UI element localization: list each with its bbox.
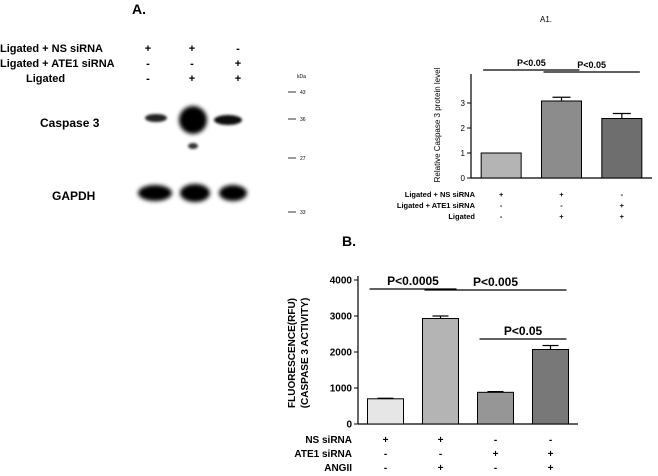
condition-mark: - — [549, 435, 552, 446]
bar — [480, 152, 522, 179]
caspase3-band-minor — [188, 143, 198, 149]
caspase3-band-label: Caspase 3 — [40, 116, 100, 130]
chart-a1: A1. Relative Caspase 3 protein level 0 1 2 3 P… — [397, 15, 652, 221]
blot-mark: - — [146, 73, 150, 85]
condition-mark: + — [493, 449, 499, 460]
condition-label: ATE1 siRNA — [294, 449, 352, 460]
condition-label: NS siRNA — [305, 435, 352, 446]
significance-label: P<0.005 — [473, 275, 518, 289]
caspase3-band — [179, 106, 207, 134]
western-blot-image — [138, 106, 247, 202]
condition-label: Ligated — [448, 212, 475, 221]
gapdh-band — [138, 185, 172, 201]
condition-mark: + — [438, 435, 444, 446]
y-tick-label: 4000 — [330, 276, 353, 287]
condition-mark: + — [620, 212, 625, 221]
kda-marker: 27 — [300, 156, 306, 162]
caspase3-band — [145, 114, 167, 122]
y-axis-title: Relative Caspase 3 protein level — [433, 67, 442, 182]
gapdh-band — [219, 185, 247, 201]
bar — [367, 398, 404, 425]
condition-mark: - — [494, 435, 497, 446]
blot-mark: + — [145, 43, 151, 55]
y-tick-label: 2 — [461, 124, 466, 133]
bar — [541, 100, 582, 179]
condition-mark: + — [559, 212, 564, 221]
blot-row-label-1: Ligated + NS siRNA — [0, 43, 103, 55]
significance-label: P<0.05 — [517, 58, 546, 68]
kda-title: kDa — [297, 74, 306, 80]
panel-label: A1. — [540, 15, 552, 24]
condition-mark: - — [384, 463, 387, 474]
chart-b: B. FLUORESCENCE(RFU) (CASPASE 3 ACTIVITY) 0… — [287, 233, 578, 474]
condition-mark: - — [384, 449, 387, 460]
bar — [532, 348, 569, 425]
y-tick-label: 2000 — [330, 348, 353, 359]
condition-mark: + — [499, 190, 504, 199]
y-axis-title: (CASPASE 3 ACTIVITY) — [300, 298, 311, 409]
condition-mark: + — [559, 190, 564, 199]
condition-mark: + — [548, 449, 554, 460]
gapdh-band — [180, 184, 210, 202]
condition-mark: + — [548, 463, 554, 474]
blot-condition-table: Ligated + NS siRNA Ligated + ATE1 siRNA … — [0, 43, 241, 85]
condition-mark: - — [560, 201, 563, 210]
panel-a-label: A. — [132, 1, 146, 17]
condition-mark: - — [621, 190, 624, 199]
kda-marker: 33 — [300, 210, 306, 216]
y-tick-label: 3000 — [330, 312, 353, 323]
significance-label: P<0.05 — [577, 60, 606, 70]
y-tick-label: 1000 — [330, 384, 353, 395]
y-tick-label: 3 — [461, 99, 466, 108]
panel-label: B. — [342, 233, 356, 249]
kda-marker: 36 — [300, 117, 306, 123]
condition-mark: - — [494, 463, 497, 474]
y-axis-title: FLUORESCENCE(RFU) — [287, 298, 298, 408]
y-tick-label: 1 — [461, 149, 466, 158]
gapdh-band-label: GAPDH — [52, 189, 95, 203]
condition-label: ANGII — [324, 463, 352, 474]
condition-mark: + — [620, 201, 625, 210]
blot-mark: + — [189, 43, 195, 55]
y-tick-label: 0 — [461, 174, 466, 183]
blot-mark: - — [146, 58, 150, 70]
significance-label: P<0.0005 — [387, 274, 439, 288]
condition-mark: + — [383, 435, 389, 446]
blot-mark: + — [189, 73, 195, 85]
caspase3-band — [214, 115, 242, 125]
blot-mark: + — [235, 73, 241, 85]
condition-mark: + — [438, 463, 444, 474]
kda-ladder: kDa 43 36 27 33 — [288, 74, 306, 216]
bar — [477, 391, 514, 425]
blot-mark: + — [235, 58, 241, 70]
condition-mark: - — [500, 212, 503, 221]
condition-label: Ligated + NS siRNA — [405, 190, 476, 199]
blot-mark: - — [236, 43, 240, 55]
condition-mark: - — [500, 201, 503, 210]
condition-label: Ligated + ATE1 siRNA — [397, 201, 476, 210]
bar — [601, 118, 643, 179]
blot-mark: - — [190, 58, 194, 70]
blot-row-label-3: Ligated — [26, 73, 65, 85]
blot-row-label-2: Ligated + ATE1 siRNA — [0, 58, 115, 70]
condition-mark: - — [439, 449, 442, 460]
y-tick-label: 0 — [346, 420, 352, 431]
kda-marker: 43 — [300, 90, 306, 96]
significance-label: P<0.05 — [504, 324, 543, 338]
bar — [422, 318, 459, 425]
